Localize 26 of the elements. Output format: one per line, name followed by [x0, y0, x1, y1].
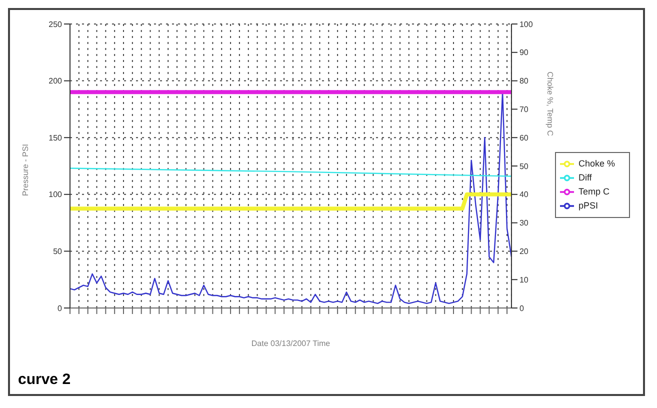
x-axis-title: Date 03/13/2007 Time: [251, 339, 331, 348]
y-axis-title: Pressure - PSI: [20, 144, 30, 196]
y2-tick-label: 100: [519, 20, 534, 29]
y2-tick-label: 20: [519, 247, 529, 256]
legend-label: Choke %: [578, 158, 615, 168]
y-tick-label: 50: [53, 247, 63, 256]
line-series: [69, 92, 512, 304]
text: curve 2: [18, 371, 71, 388]
y2-axis-title: Choke %, Temp C: [546, 72, 555, 136]
legend-label: pPSI: [578, 200, 598, 210]
y-tick-label: 250: [48, 20, 63, 29]
y2-tick-label: 90: [519, 48, 529, 58]
y2-tick-label: 80: [519, 76, 529, 86]
y2-tick-label: 60: [519, 133, 529, 142]
y2-tick-label: 40: [519, 190, 529, 200]
y2-tick-label: 10: [519, 275, 529, 284]
y2-tick-label: 30: [519, 218, 529, 228]
y-tick-label: 150: [48, 133, 63, 142]
legend-label: Diff: [578, 172, 592, 182]
y-tick-label: 100: [48, 190, 63, 200]
y-tick-label: 200: [48, 76, 63, 86]
y2-tick-label: 0: [519, 304, 524, 313]
y-tick-label: 0: [58, 304, 63, 313]
y2-tick-label: 70: [519, 105, 529, 114]
y2-tick-label: 50: [519, 162, 529, 171]
legend-label: Temp C: [578, 186, 610, 196]
